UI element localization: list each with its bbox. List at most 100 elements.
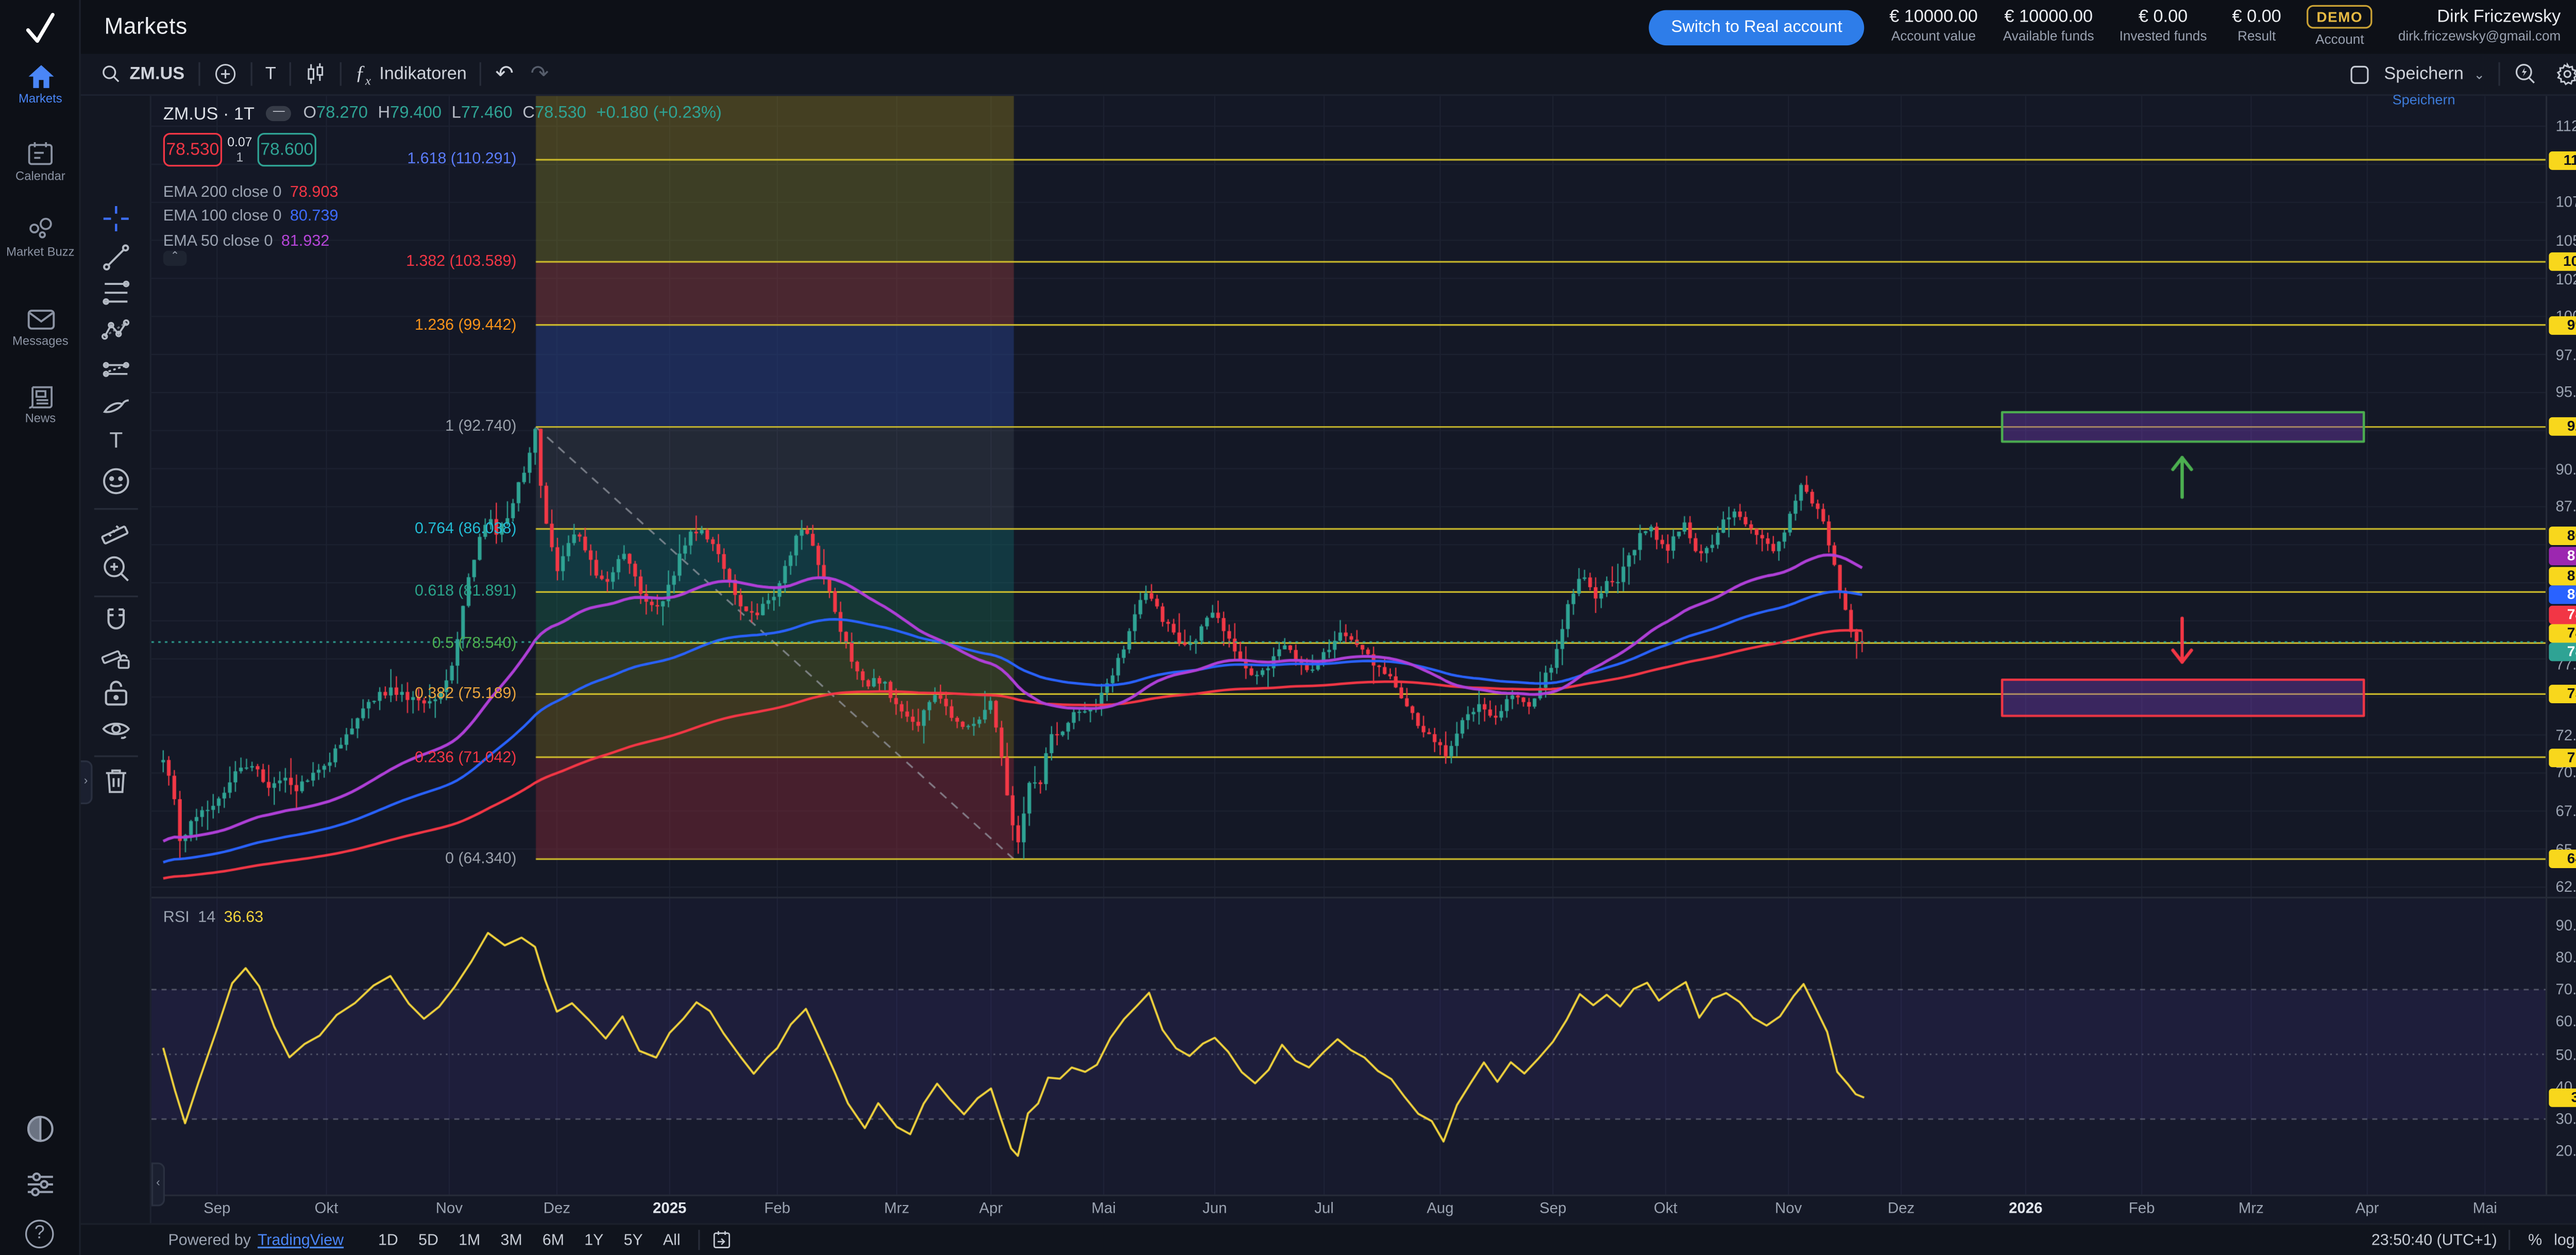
home-icon — [27, 65, 53, 88]
log-scale-button[interactable]: log — [2554, 1231, 2575, 1249]
undo-button[interactable]: ↶ — [495, 61, 514, 88]
metric-account-value: € 10000.00 Account value — [1889, 8, 1978, 45]
save-tooltip: Speichern — [2392, 91, 2455, 108]
price-axis-badge: 78.903 — [2549, 604, 2576, 623]
price-axis-badge: 81.891 — [2549, 566, 2576, 585]
price-axis-badge: 80.739 — [2549, 585, 2576, 604]
time-axis-month-label: Sep — [204, 1199, 231, 1217]
sidebar-item-label: Market Buzz — [6, 244, 75, 259]
indicators-button[interactable]: ƒx Indikatoren — [355, 60, 466, 88]
price-axis-tick: 60.00 — [2555, 1013, 2576, 1030]
pattern-tool-icon[interactable] — [101, 316, 131, 347]
app-logo-icon — [26, 12, 55, 43]
indicators-label: Indikatoren — [379, 64, 467, 84]
price-axis-badge: 78.530 — [2549, 643, 2576, 662]
save-menu-chevron[interactable]: ⌄ — [2473, 66, 2485, 81]
price-axis-tick: 87.500 — [2555, 498, 2576, 515]
trend-line-tool-icon[interactable] — [101, 242, 131, 273]
layout-button[interactable] — [2349, 63, 2370, 84]
quick-search-button[interactable] — [2514, 62, 2537, 86]
drawing-mode-lock-icon[interactable] — [101, 642, 131, 673]
range-6m[interactable]: 6M — [542, 1231, 565, 1249]
symbol-search[interactable]: ZM.US — [101, 64, 184, 84]
time-axis-year-label: 2026 — [2009, 1199, 2043, 1217]
text-tool-button[interactable]: T — [265, 64, 276, 84]
sidebar-item-market-buzz[interactable]: Market Buzz — [0, 217, 81, 260]
legend-collapse-button[interactable]: ⌃ — [163, 250, 187, 266]
chart-toolbar: ZM.US T ƒx Indikatoren ↶ ↷ Speichern Spe… — [80, 54, 2576, 108]
fib-level-label: 1.382 (103.589) — [406, 252, 517, 269]
range-1m[interactable]: 1M — [459, 1231, 481, 1249]
tradingview-link[interactable]: TradingView — [257, 1231, 344, 1249]
clock[interactable]: 23:50:40 (UTC+1) — [2371, 1231, 2497, 1249]
settings-sliders-icon[interactable] — [25, 1169, 56, 1200]
save-button[interactable]: Speichern Speichern — [2384, 64, 2463, 108]
range-5d[interactable]: 5D — [418, 1231, 438, 1249]
brush-tool-icon[interactable] — [101, 391, 131, 421]
sidebar-item-markets[interactable]: Markets — [0, 64, 81, 107]
sell-button[interactable]: 78.530 — [163, 132, 223, 167]
time-axis-divider — [151, 1194, 2576, 1196]
chart-legend: ZM.US · 1T — O78.270 H79.400 L77.460 C78… — [163, 103, 722, 266]
ema-100-legend[interactable]: EMA 100 close 0 80.739 — [163, 205, 338, 224]
pane-divider[interactable] — [151, 896, 2576, 898]
chart-type-button[interactable] — [304, 62, 326, 86]
toolbar-expand-handle[interactable]: › — [79, 760, 93, 804]
compare-add-button[interactable] — [213, 62, 237, 86]
range-1d[interactable]: 1D — [378, 1231, 398, 1249]
legend-symbol[interactable]: ZM.US · 1T — [163, 103, 255, 124]
emoji-tool-icon[interactable] — [101, 466, 131, 497]
switch-to-real-button[interactable]: Switch to Real account — [1649, 9, 1865, 45]
price-axis-badge: 110.291 — [2549, 150, 2576, 169]
prediction-tool-icon[interactable] — [101, 355, 131, 385]
hide-drawings-eye-icon[interactable] — [101, 715, 131, 745]
crosshair-tool-icon[interactable] — [101, 203, 131, 234]
time-axis-month-label: Jul — [1314, 1199, 1334, 1217]
fib-level-label: 0.764 (86.038) — [415, 519, 517, 537]
rsi-legend[interactable]: RSI 14 36.63 — [163, 907, 263, 925]
remove-drawings-trash-icon[interactable] — [101, 766, 131, 796]
fib-retracement-tool-icon[interactable] — [101, 278, 131, 308]
range-all[interactable]: All — [663, 1231, 681, 1249]
panel-collapse-handle[interactable]: ‹ — [151, 1162, 165, 1207]
zoom-in-tool-icon[interactable] — [101, 553, 131, 584]
price-axis-tick: 67.500 — [2555, 802, 2576, 820]
symbol-label: ZM.US — [129, 64, 185, 84]
range-3m[interactable]: 3M — [500, 1231, 522, 1249]
sidebar-item-messages[interactable]: Messages — [0, 308, 81, 349]
time-axis-month-label: Mrz — [2238, 1199, 2264, 1217]
chart-settings-button[interactable] — [2555, 62, 2576, 86]
range-5y[interactable]: 5Y — [623, 1231, 643, 1249]
legend-visibility-toggle[interactable]: — — [266, 106, 292, 122]
sidebar-item-news[interactable]: News — [0, 384, 81, 427]
range-1y[interactable]: 1Y — [584, 1231, 604, 1249]
text-tool-icon[interactable]: T — [109, 427, 123, 453]
spread-value: 0.07 — [227, 134, 252, 150]
chart-canvas[interactable] — [151, 96, 2546, 1195]
price-axis-tick: 90.00 — [2555, 916, 2576, 934]
go-to-date-icon[interactable] — [711, 1230, 732, 1250]
plus-circle-icon — [214, 64, 235, 84]
ema-200-legend[interactable]: EMA 200 close 0 78.903 — [163, 181, 338, 199]
time-axis-month-label: Mai — [1091, 1199, 1116, 1217]
redo-button[interactable]: ↷ — [531, 61, 549, 88]
lot-value: 1 — [236, 149, 244, 165]
buy-button[interactable]: 78.600 — [257, 132, 316, 167]
app-sidebar: Markets Calendar Market Buzz Messages Ne… — [0, 0, 81, 1255]
lock-all-tool-icon[interactable] — [101, 678, 131, 708]
metric-invested-funds: € 0.00 Invested funds — [2120, 8, 2207, 45]
ema-50-legend[interactable]: EMA 50 close 0 81.932 — [163, 229, 330, 248]
theme-toggle-icon[interactable] — [25, 1114, 56, 1144]
fx-icon: ƒx — [355, 60, 371, 88]
percent-scale-button[interactable]: % — [2528, 1231, 2543, 1249]
bottom-bar: Powered by TradingView 1D 5D 1M 3M 6M 1Y… — [80, 1223, 2576, 1255]
price-axis-badge: 75.189 — [2549, 685, 2576, 704]
price-axis-badge: 81.932 — [2549, 547, 2576, 566]
sidebar-item-calendar[interactable]: Calendar — [0, 141, 81, 184]
magnet-tool-icon[interactable] — [101, 606, 131, 636]
fib-level-label: 0.5 (78.540) — [432, 634, 517, 651]
measure-tool-icon[interactable] — [101, 515, 131, 545]
account-value: € 10000.00 — [1889, 7, 1978, 27]
help-icon[interactable]: ? — [25, 1219, 54, 1249]
